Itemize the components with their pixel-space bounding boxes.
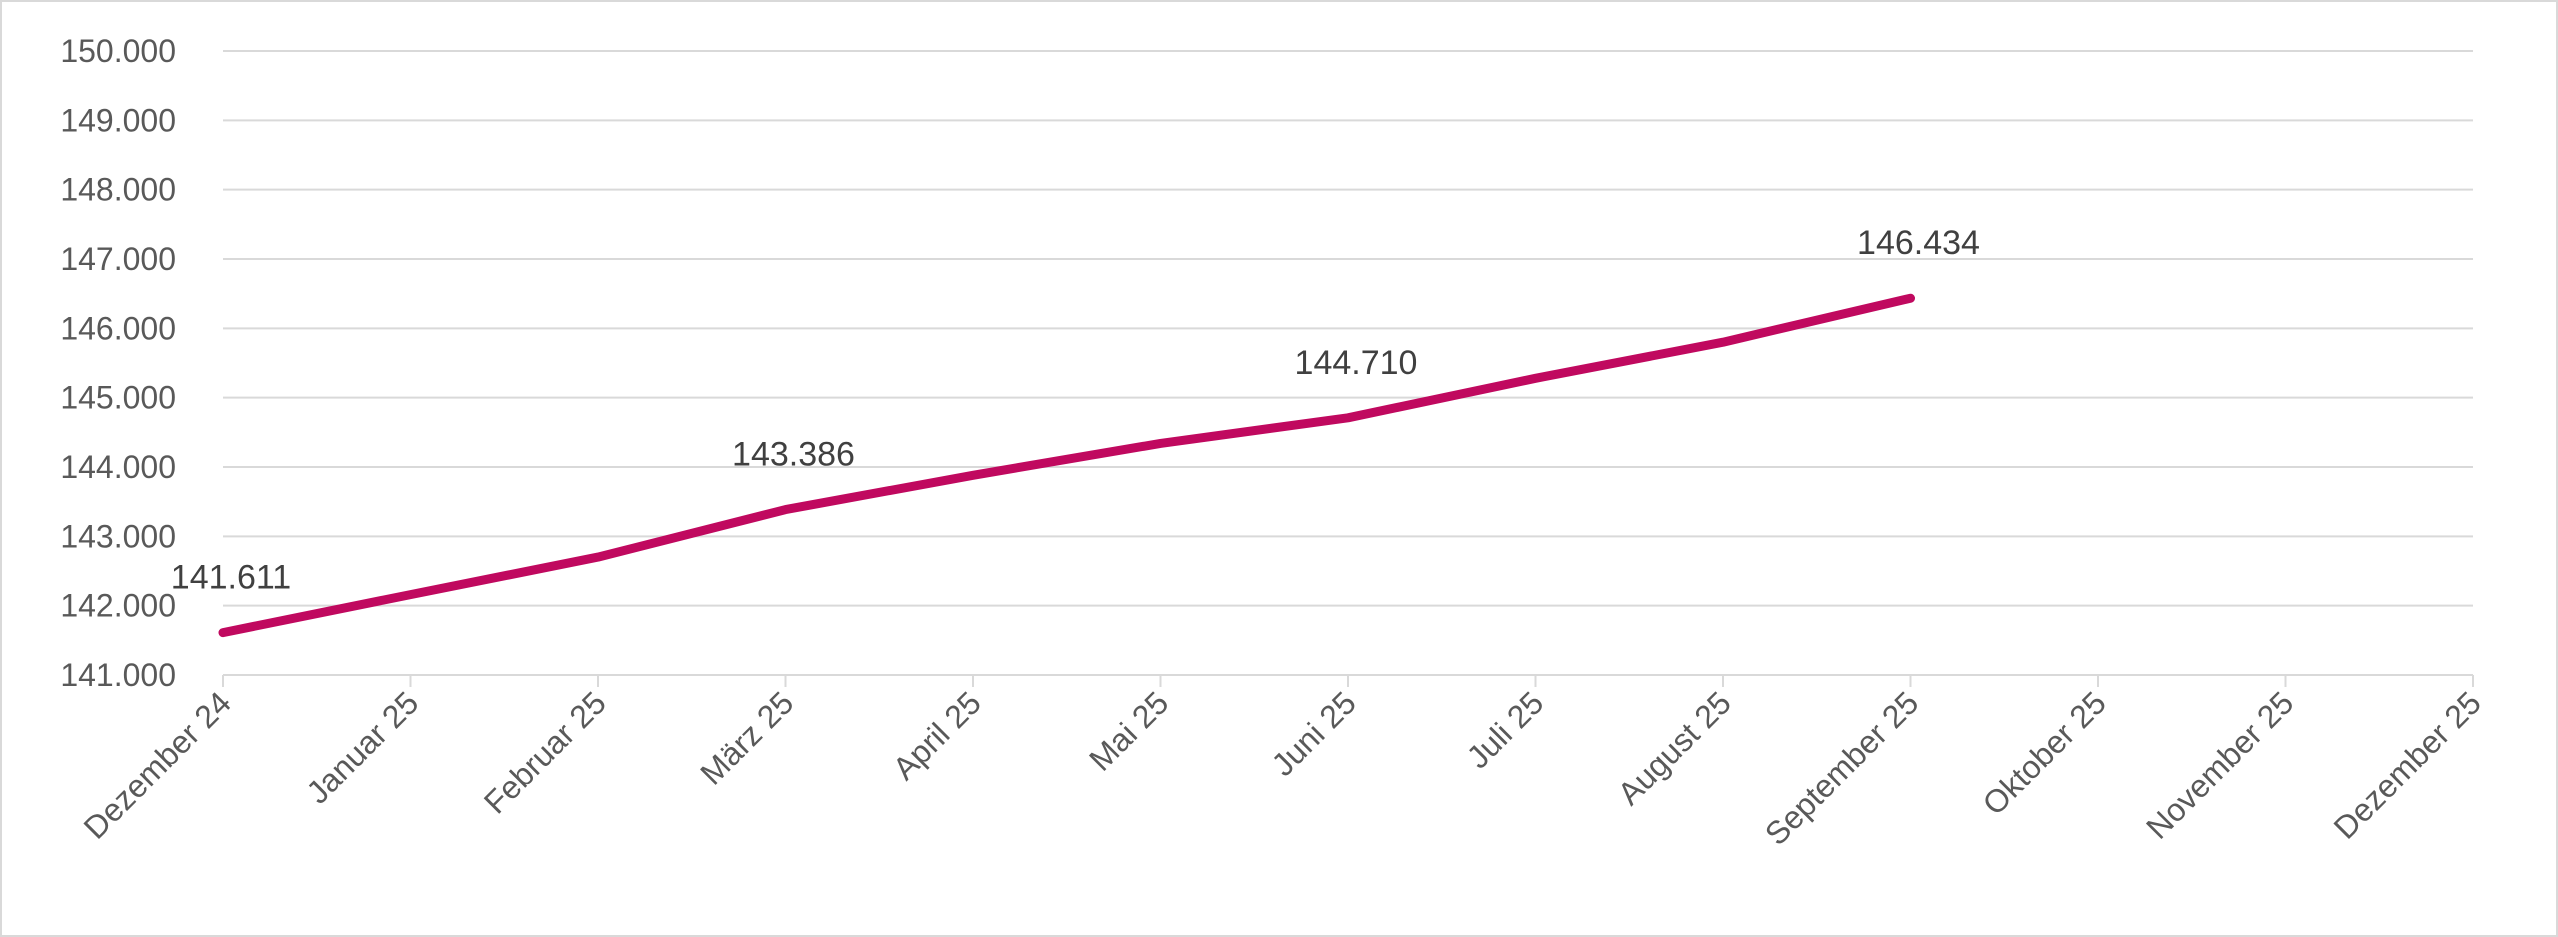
y-tick-label: 141.000 — [60, 657, 176, 693]
gridlines — [223, 50, 2473, 607]
x-tick-label: August 25 — [1611, 684, 1738, 811]
data-label: 141.611 — [171, 559, 291, 597]
x-tick-label: Dezember 25 — [2327, 684, 2488, 845]
y-tick-label: 149.000 — [60, 102, 176, 138]
y-tick-label: 142.000 — [60, 588, 176, 624]
series-layer — [218, 293, 1915, 638]
x-tick-label: März 25 — [693, 684, 800, 791]
x-tick-label: Mai 25 — [1082, 684, 1175, 777]
y-tick-label: 150.000 — [60, 33, 176, 69]
x-tick-label: September 25 — [1758, 684, 1926, 852]
y-tick-label: 143.000 — [60, 518, 176, 554]
series-line — [218, 293, 1915, 638]
x-tick-label: April 25 — [886, 684, 988, 786]
x-tick-label: Juni 25 — [1265, 684, 1363, 782]
x-tick-label: Januar 25 — [299, 684, 425, 810]
y-tick-label: 145.000 — [60, 380, 176, 416]
x-tick-label: Dezember 24 — [77, 684, 238, 845]
x-tick-label: Juli 25 — [1460, 684, 1551, 775]
data-label: 143.386 — [732, 436, 855, 474]
data-labels: 141.611 143.386 144.710 146.434 — [171, 224, 1980, 596]
data-label: 146.434 — [1857, 224, 1980, 262]
x-tick-label: November 25 — [2139, 684, 2300, 845]
y-tick-label: 146.000 — [60, 310, 176, 346]
x-tick-label: Februar 25 — [477, 684, 613, 820]
y-tick-label: 144.000 — [60, 449, 176, 485]
x-axis: Dezember 24 Januar 25 Februar 25 März 25 Apr… — [77, 674, 2488, 852]
y-axis: 141.000 142.000 143.000 144.000 145.000 146.0… — [60, 33, 176, 693]
y-tick-label: 147.000 — [60, 241, 176, 277]
data-label: 144.710 — [1295, 344, 1418, 382]
y-tick-label: 148.000 — [60, 172, 176, 208]
x-tick-label: Oktober 25 — [1976, 684, 2113, 821]
